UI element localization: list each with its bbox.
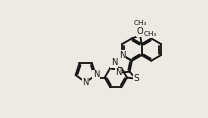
Text: O: O bbox=[136, 27, 143, 36]
Text: N: N bbox=[83, 78, 89, 87]
Text: S: S bbox=[133, 74, 139, 83]
Text: N: N bbox=[111, 58, 117, 67]
Text: N: N bbox=[93, 73, 100, 82]
Text: N: N bbox=[115, 68, 122, 77]
Text: CH₃: CH₃ bbox=[133, 20, 147, 26]
Text: N: N bbox=[93, 70, 99, 79]
Text: N: N bbox=[119, 51, 125, 60]
Text: CH₃: CH₃ bbox=[143, 31, 157, 37]
